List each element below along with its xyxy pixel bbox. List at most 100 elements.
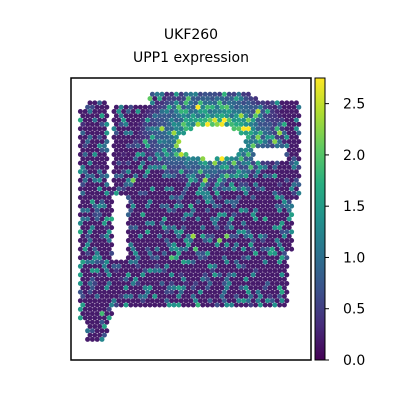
expression-spot bbox=[100, 208, 105, 213]
expression-spot bbox=[140, 255, 145, 260]
expression-spot bbox=[280, 143, 285, 148]
expression-spot bbox=[263, 217, 268, 222]
expression-spot bbox=[198, 238, 203, 243]
expression-spot bbox=[186, 242, 191, 247]
expression-spot bbox=[102, 221, 107, 226]
expression-spot bbox=[164, 195, 169, 200]
expression-spot bbox=[121, 135, 126, 140]
expression-spot bbox=[169, 281, 174, 286]
expression-spot bbox=[179, 272, 184, 277]
expression-spot bbox=[186, 225, 191, 230]
expression-spot bbox=[234, 242, 239, 247]
expression-spot bbox=[160, 186, 165, 191]
expression-spot bbox=[212, 100, 217, 105]
expression-spot bbox=[152, 303, 157, 308]
expression-spot bbox=[260, 281, 265, 286]
expression-spot bbox=[282, 268, 287, 273]
expression-spot bbox=[92, 272, 97, 277]
expression-spot bbox=[90, 191, 95, 196]
expression-spot bbox=[162, 96, 167, 101]
expression-spot bbox=[217, 281, 222, 286]
expression-spot bbox=[126, 135, 131, 140]
expression-spot bbox=[215, 113, 220, 118]
expression-spot bbox=[215, 105, 220, 110]
expression-spot bbox=[114, 277, 119, 282]
expression-spot bbox=[184, 118, 189, 123]
expression-spot bbox=[222, 298, 227, 303]
expression-spot bbox=[167, 217, 172, 222]
expression-spot bbox=[92, 238, 97, 243]
expression-spot bbox=[253, 303, 258, 308]
expression-spot bbox=[234, 277, 239, 282]
expression-spot bbox=[169, 229, 174, 234]
expression-spot bbox=[131, 255, 136, 260]
expression-spot bbox=[205, 277, 210, 282]
expression-spot bbox=[196, 242, 201, 247]
expression-spot bbox=[119, 174, 124, 179]
expression-spot bbox=[186, 277, 191, 282]
expression-spot bbox=[126, 169, 131, 174]
expression-spot bbox=[203, 229, 208, 234]
expression-spot bbox=[193, 229, 198, 234]
expression-spot bbox=[148, 156, 153, 161]
expression-spot bbox=[232, 281, 237, 286]
expression-spot bbox=[104, 285, 109, 290]
expression-spot bbox=[114, 294, 119, 299]
expression-spot bbox=[150, 298, 155, 303]
expression-spot bbox=[265, 229, 270, 234]
expression-spot bbox=[186, 105, 191, 110]
expression-spot bbox=[124, 268, 129, 273]
expression-spot bbox=[198, 100, 203, 105]
expression-spot bbox=[136, 169, 141, 174]
expression-spot bbox=[78, 169, 83, 174]
expression-spot bbox=[224, 242, 229, 247]
expression-spot bbox=[97, 281, 102, 286]
expression-spot bbox=[143, 113, 148, 118]
expression-spot bbox=[232, 238, 237, 243]
expression-spot bbox=[275, 264, 280, 269]
expression-spot bbox=[78, 307, 83, 312]
expression-spot bbox=[284, 272, 289, 277]
expression-spot bbox=[260, 126, 265, 131]
expression-spot bbox=[164, 186, 169, 191]
expression-spot bbox=[244, 268, 249, 273]
expression-spot bbox=[236, 152, 241, 157]
expression-spot bbox=[176, 96, 181, 101]
expression-spot bbox=[275, 290, 280, 295]
expression-spot bbox=[176, 122, 181, 127]
expression-spot bbox=[196, 156, 201, 161]
expression-spot bbox=[150, 126, 155, 131]
expression-spot bbox=[282, 105, 287, 110]
expression-spot bbox=[176, 165, 181, 170]
expression-spot bbox=[184, 161, 189, 166]
expression-spot bbox=[239, 182, 244, 187]
expression-spot bbox=[294, 169, 299, 174]
expression-spot bbox=[148, 285, 153, 290]
expression-spot bbox=[217, 212, 222, 217]
expression-spot bbox=[167, 303, 172, 308]
expression-spot bbox=[90, 208, 95, 213]
expression-spot bbox=[186, 96, 191, 101]
expression-spot bbox=[167, 268, 172, 273]
expression-spot bbox=[160, 298, 165, 303]
expression-spot bbox=[196, 182, 201, 187]
expression-spot bbox=[150, 264, 155, 269]
expression-spot bbox=[248, 148, 253, 153]
expression-spot bbox=[78, 161, 83, 166]
expression-spot bbox=[277, 285, 282, 290]
expression-spot bbox=[292, 174, 297, 179]
expression-spot bbox=[294, 152, 299, 157]
expression-spot bbox=[92, 264, 97, 269]
expression-spot bbox=[92, 152, 97, 157]
expression-spot bbox=[80, 131, 85, 136]
expression-spot bbox=[100, 131, 105, 136]
expression-spot bbox=[128, 199, 133, 204]
expression-spot bbox=[277, 268, 282, 273]
expression-spot bbox=[270, 264, 275, 269]
expression-spot bbox=[251, 255, 256, 260]
expression-spot bbox=[157, 294, 162, 299]
expression-spot bbox=[224, 260, 229, 265]
expression-spot bbox=[292, 122, 297, 127]
expression-spot bbox=[284, 161, 289, 166]
expression-spot bbox=[229, 303, 234, 308]
